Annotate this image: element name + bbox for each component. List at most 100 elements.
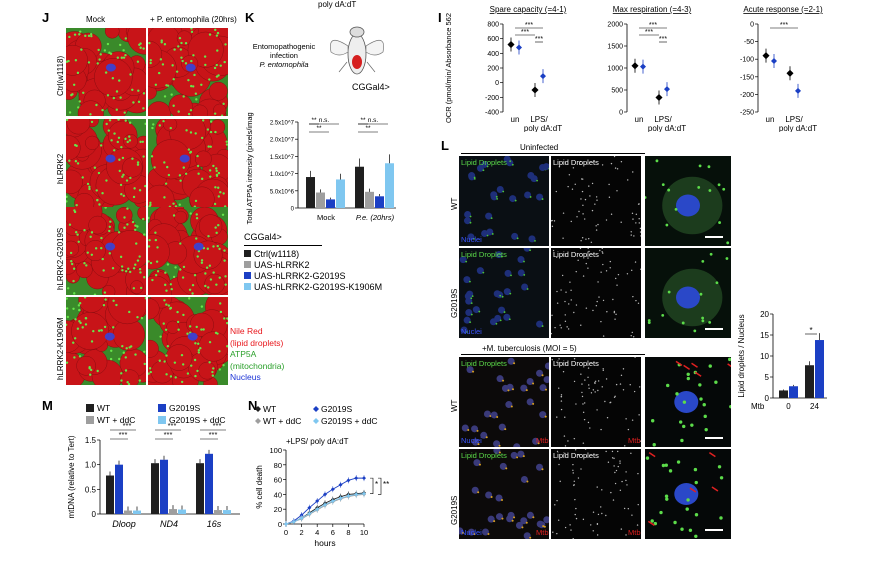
mitochondrion — [200, 136, 204, 140]
droplet — [633, 390, 636, 393]
n-data-point — [315, 499, 320, 504]
droplet — [511, 519, 514, 522]
droplet — [632, 171, 634, 173]
nucleus — [467, 528, 475, 536]
j-row-label-ctrl: Ctrl(w1118) — [56, 55, 65, 96]
mitochondrion — [73, 33, 77, 36]
droplet — [582, 213, 584, 215]
mitochondrion — [95, 189, 98, 192]
mitochondrion — [191, 283, 195, 287]
i-y-tick-label: 200 — [487, 66, 499, 73]
mitochondrion — [69, 251, 73, 255]
mitochondrion — [167, 173, 171, 177]
mitochondrion — [166, 165, 169, 169]
mitochondrion — [136, 60, 140, 63]
chart-k-atp5a: 2.5x10^7 2.0x10^7 1.5x10^7 1.0x10^7 5.0x10^6… — [245, 112, 396, 224]
droplet — [708, 189, 712, 192]
mitochondrion — [66, 361, 69, 364]
k-bar — [385, 163, 394, 208]
droplet — [674, 207, 678, 211]
n-x-axis-label: hours — [314, 538, 335, 546]
mitochondrion — [138, 268, 142, 271]
i-y-tick-label: 600 — [487, 36, 499, 43]
droplet — [667, 188, 671, 192]
mitochondrion — [194, 199, 198, 203]
n-x-tick-label: 6 — [331, 528, 335, 537]
k-legend-entry: UAS-hLRRK2 — [244, 259, 382, 270]
droplet — [675, 392, 679, 396]
j-tile-pe-1 — [148, 119, 228, 207]
mitochondrion — [117, 231, 121, 234]
droplet — [573, 480, 575, 482]
k-legend-swatch — [244, 261, 251, 268]
droplet — [471, 295, 474, 297]
mitochondrion — [219, 64, 222, 67]
mitochondrion — [72, 341, 75, 344]
l-label-lipid-gray: Lipid Droplets — [553, 250, 599, 259]
mitochondrion — [87, 34, 91, 38]
mitochondrion — [226, 321, 228, 325]
droplet — [719, 516, 723, 520]
mitochondrion — [219, 191, 222, 194]
droplet — [554, 504, 556, 506]
droplet — [557, 519, 560, 521]
m-bar — [196, 463, 204, 514]
m-bar — [151, 463, 159, 514]
mitochondrion — [110, 139, 113, 142]
droplet — [702, 403, 706, 407]
droplet — [567, 185, 569, 188]
droplet — [476, 429, 479, 432]
mitochondrion — [200, 83, 203, 86]
nucleus — [494, 314, 502, 322]
l-tile-zoom-0 — [645, 156, 731, 246]
mitochondrion — [74, 318, 77, 321]
k-legend-text: UAS-hLRRK2-G2019S-K1906M — [254, 281, 383, 292]
mitochondrion — [120, 372, 123, 375]
mitochondrion — [196, 255, 199, 258]
tile-background — [551, 357, 641, 447]
droplet — [701, 319, 705, 323]
mitochondrion — [219, 302, 222, 305]
droplet — [579, 248, 582, 250]
droplet — [501, 517, 504, 520]
n-x-tick-label: 0 — [284, 528, 288, 537]
nucleus — [460, 326, 468, 334]
mtb-bacterium — [647, 520, 655, 526]
mitochondrion — [194, 92, 198, 95]
lipid-droplet — [84, 240, 106, 262]
i-y-axis-label: OCR (pmol/min/ Absorbance 562 — [444, 13, 453, 123]
nucleus — [493, 440, 501, 447]
mitochondrion — [78, 100, 82, 103]
droplet — [595, 196, 598, 198]
nucleus — [507, 357, 515, 365]
droplet — [707, 165, 711, 169]
lipid-droplet — [187, 31, 224, 68]
droplet — [594, 380, 597, 382]
legend-atp5a: ATP5A — [230, 349, 257, 359]
i-y-tick-label: 800 — [487, 22, 499, 29]
droplet — [581, 395, 584, 398]
droplet — [509, 292, 512, 295]
droplet — [472, 237, 475, 240]
nucleus — [535, 463, 543, 471]
mitochondrion — [142, 217, 145, 221]
droplet — [622, 368, 625, 370]
mitochondrion — [160, 41, 163, 44]
droplet — [673, 520, 677, 525]
n-sig-label: * — [375, 480, 378, 489]
droplet — [591, 182, 594, 185]
lipid-droplet — [66, 240, 80, 257]
l-x-tick-label: 0 — [786, 402, 791, 411]
mitochondrion — [172, 104, 175, 107]
n-data-point — [338, 482, 343, 487]
mitochondrion — [86, 182, 90, 186]
mitochondrion — [124, 119, 127, 122]
mitochondrion — [199, 347, 202, 350]
mitochondrion — [177, 328, 180, 331]
m-y-tick-label: 0 — [92, 510, 97, 519]
droplet — [704, 427, 708, 432]
mitochondrion — [180, 380, 184, 384]
droplet — [606, 417, 609, 419]
tile-background — [551, 449, 641, 539]
i-data-point — [531, 86, 539, 94]
